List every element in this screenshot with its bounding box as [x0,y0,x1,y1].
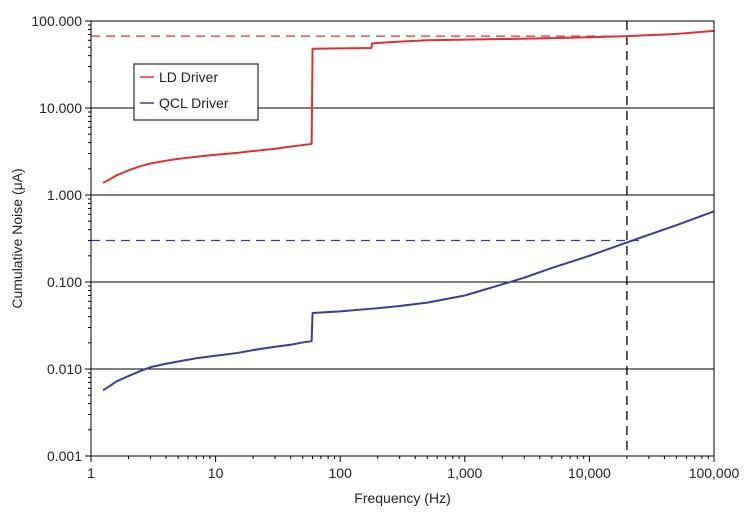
y-tick-label-0-010: 0.010 [47,361,82,377]
x-tick-label-10-000: 10,000 [568,465,611,481]
reference-lines [91,21,639,456]
series-line-qcl-driver [102,210,715,392]
legend-label-ld-driver: LD Driver [159,69,218,85]
plot-area-frame [90,20,715,457]
x-tick-label-10: 10 [208,465,224,481]
x-tick-label-1-000: 1,000 [447,465,482,481]
y-tick-label-0-100: 0.100 [47,274,82,290]
grid-lines [91,107,714,370]
y-axis-title: Cumulative Noise (μA) [9,168,25,308]
x-tick-label-100-000: 100,000 [689,465,740,481]
y-tick-label-0-001: 0.001 [47,448,82,464]
y-axis-tick-labels: 0.001 0.010 0.100 1.000 10.000 100.000 [31,13,82,464]
series-line-ld-driver [102,29,715,184]
y-tick-label-1-000: 1.000 [47,187,82,203]
x-axis-tick-labels: 1 10 100 1,000 10,000 100,000 [87,465,739,481]
x-tick-label-1: 1 [87,465,95,481]
y-tick-label-100-000: 100.000 [31,13,82,29]
y-tick-label-10-000: 10.000 [39,100,82,116]
x-axis-title: Frequency (Hz) [354,490,450,506]
series-lines [102,29,715,392]
legend-box [133,63,259,121]
legend-label-qcl-driver: QCL Driver [159,95,229,111]
axis-ticks [85,20,715,462]
legend: LD Driver QCL Driver [133,63,259,121]
x-tick-label-100: 100 [329,465,353,481]
